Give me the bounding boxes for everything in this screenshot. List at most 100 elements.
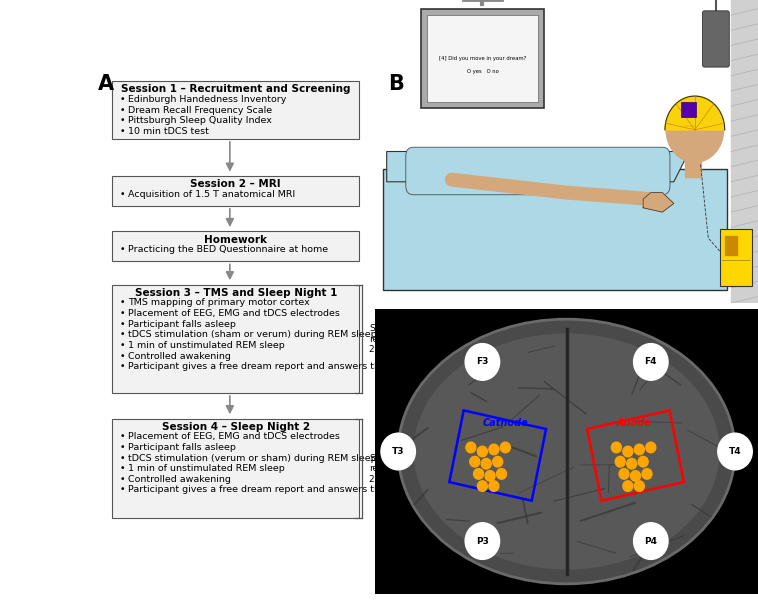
Text: Placement of EEG, EMG and tDCS electrodes: Placement of EEG, EMG and tDCS electrode…: [127, 309, 340, 318]
Text: •: •: [120, 320, 126, 329]
Circle shape: [634, 481, 644, 491]
Circle shape: [493, 457, 503, 467]
Text: tDCS stimulation (sham or verum) during REM sleep, 10 min: tDCS stimulation (sham or verum) during …: [127, 330, 415, 339]
FancyBboxPatch shape: [720, 229, 752, 286]
FancyBboxPatch shape: [112, 176, 359, 206]
Text: [4] Did you move in your dream?: [4] Did you move in your dream?: [439, 56, 526, 61]
Polygon shape: [731, 0, 758, 303]
Text: •: •: [120, 362, 126, 371]
Polygon shape: [643, 193, 674, 212]
Polygon shape: [685, 151, 700, 178]
Circle shape: [496, 469, 506, 479]
Circle shape: [623, 446, 633, 457]
Text: P4: P4: [644, 536, 657, 545]
Text: •: •: [120, 309, 126, 318]
Text: Dream Recall Frequency Scale: Dream Recall Frequency Scale: [127, 106, 272, 115]
Text: O yes   O no: O yes O no: [466, 69, 498, 74]
Circle shape: [489, 481, 499, 491]
Circle shape: [466, 442, 476, 453]
Circle shape: [623, 481, 633, 491]
FancyBboxPatch shape: [681, 102, 696, 117]
Circle shape: [646, 442, 656, 453]
Text: •: •: [120, 464, 126, 473]
Circle shape: [642, 469, 652, 479]
Text: Session 1 – Recruitment and Screening: Session 1 – Recruitment and Screening: [121, 85, 350, 94]
Circle shape: [638, 457, 648, 467]
FancyBboxPatch shape: [427, 15, 538, 102]
Circle shape: [478, 446, 487, 457]
Ellipse shape: [414, 334, 720, 569]
Text: •: •: [120, 330, 126, 339]
Text: Pittsburgh Sleep Quality Index: Pittsburgh Sleep Quality Index: [127, 116, 271, 125]
Text: Session 2 – MRI: Session 2 – MRI: [190, 179, 281, 189]
FancyBboxPatch shape: [406, 147, 670, 195]
Ellipse shape: [398, 319, 735, 584]
Text: •: •: [120, 95, 126, 104]
Text: Controlled awakening: Controlled awakening: [127, 475, 230, 484]
Text: •: •: [120, 352, 126, 361]
Text: F4: F4: [644, 358, 657, 367]
Text: TMS mapping of primary motor cortex: TMS mapping of primary motor cortex: [127, 298, 309, 307]
Text: •: •: [120, 433, 126, 442]
Text: T4: T4: [728, 447, 741, 456]
Text: F3: F3: [476, 358, 489, 367]
Text: T3: T3: [392, 447, 405, 456]
FancyBboxPatch shape: [703, 11, 729, 67]
Circle shape: [634, 523, 668, 559]
Text: •: •: [120, 245, 126, 254]
Polygon shape: [725, 236, 737, 256]
Text: A: A: [98, 74, 114, 94]
Circle shape: [470, 457, 480, 467]
Circle shape: [634, 444, 644, 455]
Text: Placement of EEG, EMG and tDCS electrodes: Placement of EEG, EMG and tDCS electrode…: [127, 433, 340, 442]
Circle shape: [485, 470, 495, 481]
Circle shape: [381, 433, 415, 470]
Text: Participant gives a free dream report and answers the BED Questionnaire: Participant gives a free dream report an…: [127, 362, 478, 371]
Circle shape: [718, 433, 752, 470]
Text: B: B: [389, 74, 404, 94]
FancyBboxPatch shape: [112, 232, 359, 262]
Circle shape: [634, 344, 668, 380]
Circle shape: [619, 469, 629, 479]
Text: •: •: [120, 475, 126, 484]
Text: Participant gives a free dream report and answers the BED Questionnaire: Participant gives a free dream report an…: [127, 485, 478, 494]
Text: Controlled awakening: Controlled awakening: [127, 352, 230, 361]
Text: 10 min tDCS test: 10 min tDCS test: [127, 127, 208, 136]
FancyBboxPatch shape: [112, 419, 359, 518]
Circle shape: [489, 444, 499, 455]
Text: •: •: [120, 116, 126, 125]
Circle shape: [615, 457, 625, 467]
Text: •: •: [120, 454, 126, 463]
Circle shape: [478, 481, 487, 491]
Text: Acquisition of 1.5 T anatomical MRI: Acquisition of 1.5 T anatomical MRI: [127, 190, 295, 199]
Text: •: •: [120, 190, 126, 199]
Circle shape: [631, 470, 641, 481]
Text: Participant falls asleep: Participant falls asleep: [127, 320, 236, 329]
Text: 1 min of unstimulated REM sleep: 1 min of unstimulated REM sleep: [127, 464, 284, 473]
Text: C: C: [389, 308, 404, 329]
Text: •: •: [120, 106, 126, 115]
Text: Session 4 – Sleep Night 2: Session 4 – Sleep Night 2: [161, 422, 310, 432]
Circle shape: [481, 458, 491, 469]
Text: Sequence
repeated
2-3 times: Sequence repeated 2-3 times: [369, 454, 414, 484]
Text: P3: P3: [476, 536, 489, 545]
Text: •: •: [120, 341, 126, 350]
Text: tDCS stimulation (verum or sham) during REM sleep, 10 min: tDCS stimulation (verum or sham) during …: [127, 454, 415, 463]
Text: Practicing the BED Questionnaire at home: Practicing the BED Questionnaire at home: [127, 245, 327, 254]
Text: Participant falls asleep: Participant falls asleep: [127, 443, 236, 452]
Text: •: •: [120, 485, 126, 494]
Circle shape: [612, 442, 622, 453]
Circle shape: [666, 97, 724, 163]
Circle shape: [465, 344, 500, 380]
FancyBboxPatch shape: [112, 81, 359, 139]
Text: Session 3 – TMS and Sleep Night 1: Session 3 – TMS and Sleep Night 1: [135, 288, 337, 298]
Text: •: •: [120, 127, 126, 136]
Text: Sequence
repeated
2-3 times: Sequence repeated 2-3 times: [369, 325, 414, 354]
Circle shape: [627, 458, 637, 469]
Polygon shape: [387, 151, 689, 182]
Text: 1 min of unstimulated REM sleep: 1 min of unstimulated REM sleep: [127, 341, 284, 350]
FancyBboxPatch shape: [383, 169, 728, 290]
Polygon shape: [665, 96, 725, 130]
FancyBboxPatch shape: [112, 284, 359, 393]
Circle shape: [500, 442, 510, 453]
